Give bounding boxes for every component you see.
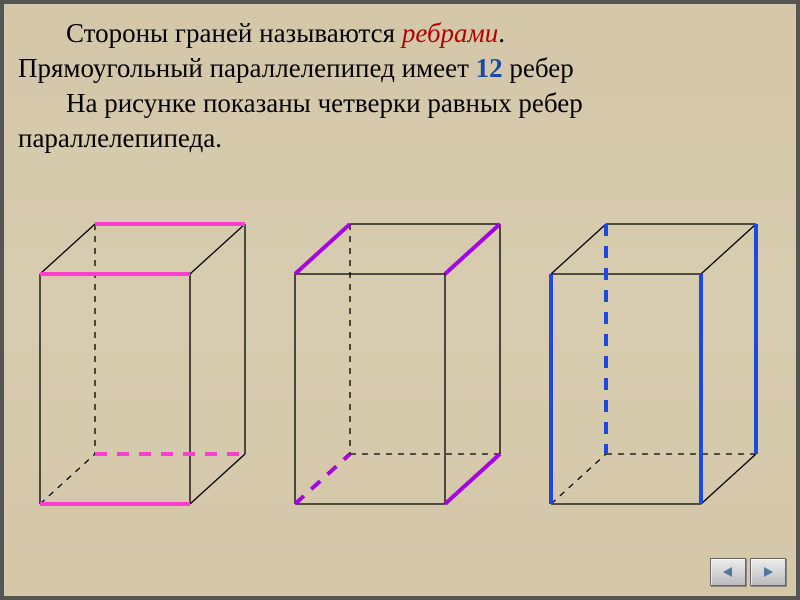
line2c: ребер	[503, 53, 574, 83]
line-1: Стороны граней называются ребрами.	[18, 16, 782, 51]
arrow-right-icon	[760, 565, 776, 579]
cube-svg	[285, 204, 515, 544]
nav-buttons	[710, 558, 786, 586]
line2a: Прямоугольный параллелепипед имеет	[18, 53, 476, 83]
arrow-left-icon	[720, 565, 736, 579]
text-content: Стороны граней называются ребрами. Прямо…	[12, 10, 788, 156]
next-button[interactable]	[750, 558, 786, 586]
cube-svg	[541, 204, 771, 544]
highlight-red: ребрами	[402, 18, 498, 48]
cube-svg	[30, 204, 260, 544]
highlight-blue: 12	[476, 53, 503, 83]
line1c: .	[498, 18, 505, 48]
line-4: параллелепипеда.	[18, 121, 782, 156]
prev-button[interactable]	[710, 558, 746, 586]
line-3: На рисунке показаны четверки равных ребе…	[18, 86, 782, 121]
cubes-row	[4, 199, 796, 549]
cube-1	[30, 204, 260, 544]
paragraph: Стороны граней называются ребрами. Прямо…	[12, 10, 788, 156]
line1a: Стороны граней называются	[66, 18, 402, 48]
line-2: Прямоугольный параллелепипед имеет 12 ре…	[18, 51, 782, 86]
cube-2	[285, 204, 515, 544]
cube-3	[541, 204, 771, 544]
